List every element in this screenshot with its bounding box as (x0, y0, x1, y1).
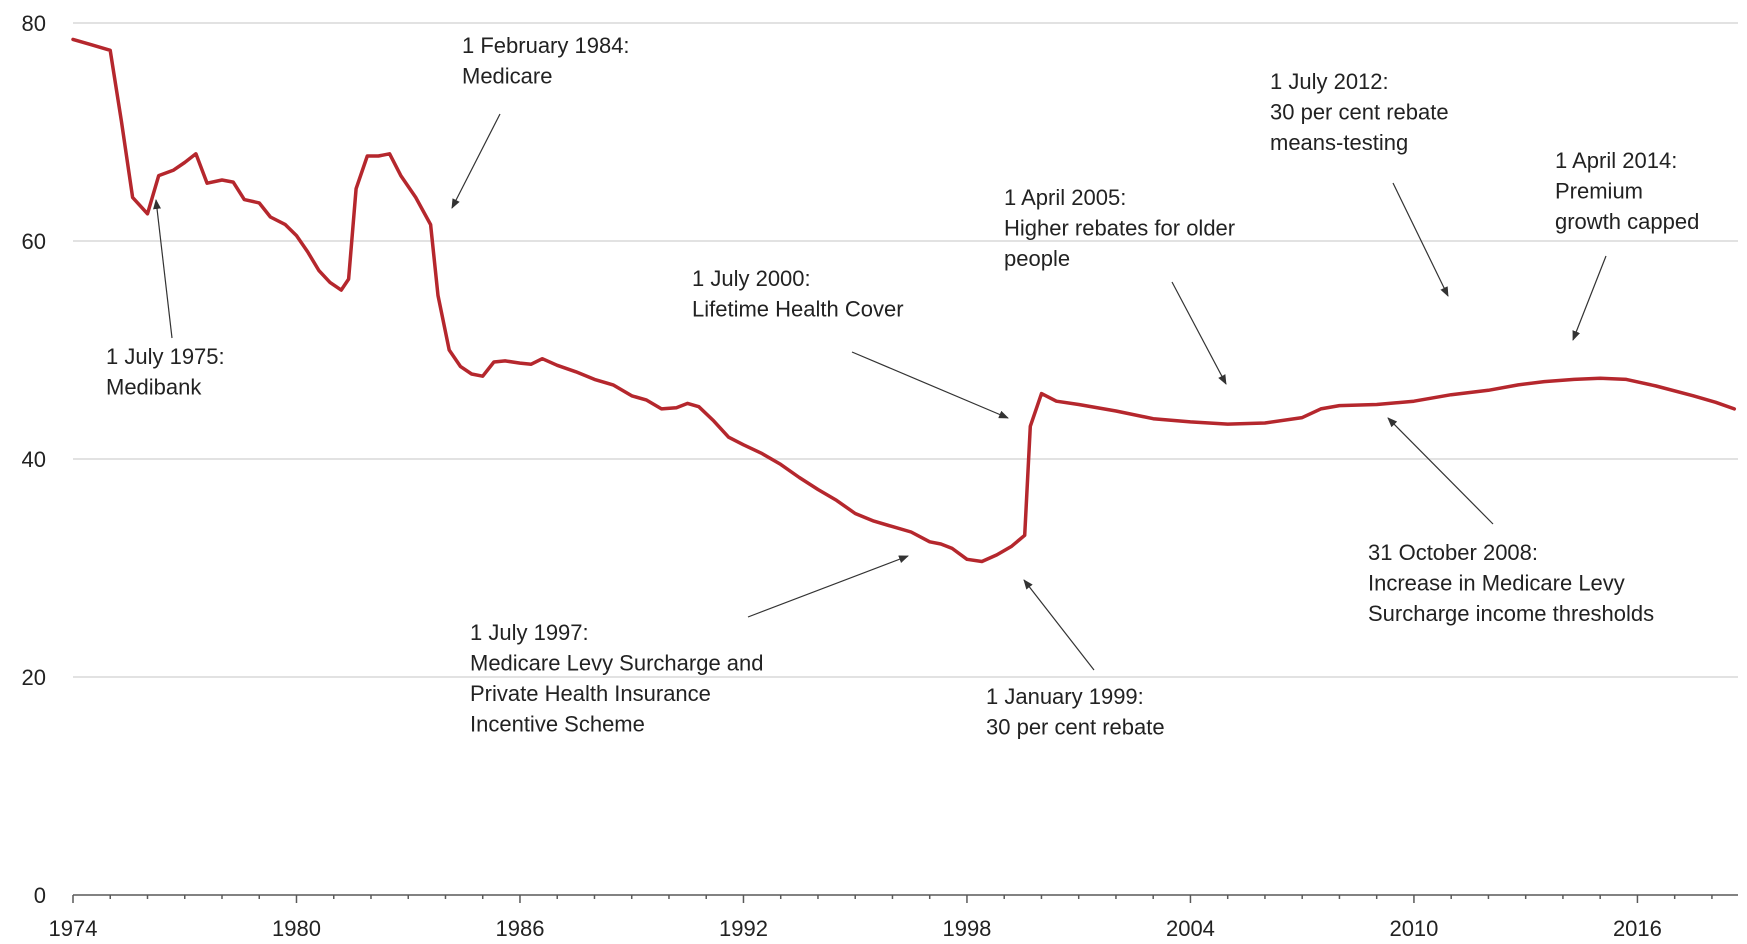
annotation-line: Private Health Insurance (470, 681, 711, 706)
annotation-line: 1 April 2014: (1555, 148, 1677, 173)
annotation-line: 1 February 1984: (462, 33, 630, 58)
annotation-line: Lifetime Health Cover (692, 297, 904, 322)
annotation-line: 30 per cent rebate (1270, 100, 1449, 125)
annotations: 1 July 1975: Medibank 1 February 1984: Medi… (106, 33, 1699, 740)
annotation-arrow (1023, 579, 1095, 671)
annotation-1: 1 February 1984: Medicare (462, 33, 630, 89)
y-tick-label: 20 (22, 665, 46, 690)
annotation-line: 1 July 1997: (470, 620, 589, 645)
annotation-3: 1 January 1999: 30 per cent rebate (986, 684, 1165, 740)
annotation-line: Surcharge income thresholds (1368, 601, 1654, 626)
annotation-line: 1 July 1975: (106, 344, 225, 369)
annotation-line: Incentive Scheme (470, 712, 645, 737)
annotation-arrows (153, 113, 1607, 671)
annotation-line: 1 April 2005: (1004, 185, 1126, 210)
annotation-line: 1 January 1999: (986, 684, 1144, 709)
annotation-line: Increase in Medicare Levy (1368, 571, 1625, 596)
x-tick-label: 2016 (1613, 916, 1662, 941)
x-tick-label: 1992 (719, 916, 768, 941)
x-tick-label: 2004 (1166, 916, 1215, 941)
annotation-line: Premium (1555, 179, 1643, 204)
x-axis-ticks: 1974 1980 1986 1992 1998 2004 2010 2016 (49, 895, 1713, 941)
y-tick-label: 40 (22, 447, 46, 472)
annotation-line: 1 July 2000: (692, 266, 811, 291)
annotation-7: 1 July 2012: 30 per cent rebate means-test… (1270, 69, 1449, 155)
y-axis-ticks: 0 20 40 60 80 (22, 11, 46, 908)
annotation-line: people (1004, 246, 1070, 271)
annotation-line: 30 per cent rebate (986, 715, 1165, 740)
annotation-line: Medicare (462, 64, 552, 89)
x-tick-label: 2010 (1389, 916, 1438, 941)
annotation-arrow (451, 113, 501, 209)
annotation-0: 1 July 1975: Medibank (106, 344, 225, 400)
x-tick-label: 1974 (49, 916, 98, 941)
annotation-arrow (747, 555, 909, 618)
annotation-line: means-testing (1270, 130, 1408, 155)
y-tick-label: 80 (22, 11, 46, 36)
annotation-6: 31 October 2008: Increase in Medicare Lev… (1368, 540, 1654, 626)
y-tick-label: 0 (34, 883, 46, 908)
annotation-arrow (153, 199, 173, 339)
x-tick-label: 1980 (272, 916, 321, 941)
y-tick-label: 60 (22, 229, 46, 254)
annotation-8: 1 April 2014: Premium growth capped (1555, 148, 1699, 234)
x-tick-label: 1998 (942, 916, 991, 941)
annotation-line: Higher rebates for older (1004, 216, 1235, 241)
annotation-2: 1 July 1997: Medicare Levy Surcharge and P… (470, 620, 764, 737)
annotation-4: 1 July 2000: Lifetime Health Cover (692, 266, 904, 322)
annotation-arrow (1392, 182, 1449, 297)
annotation-line: Medibank (106, 375, 202, 400)
annotation-line: growth capped (1555, 209, 1699, 234)
annotation-5: 1 April 2005: Higher rebates for older peo… (1004, 185, 1235, 271)
annotation-arrow (851, 351, 1009, 419)
annotation-arrow (1572, 255, 1607, 341)
annotation-line: 1 July 2012: (1270, 69, 1389, 94)
series-lines (71, 37, 1737, 564)
annotation-arrow (1387, 417, 1494, 525)
series-line-0 (71, 37, 1737, 564)
annotation-line: Medicare Levy Surcharge and (470, 651, 764, 676)
annotation-line: 31 October 2008: (1368, 540, 1538, 565)
annotation-arrow (1171, 281, 1227, 385)
x-tick-label: 1986 (496, 916, 545, 941)
